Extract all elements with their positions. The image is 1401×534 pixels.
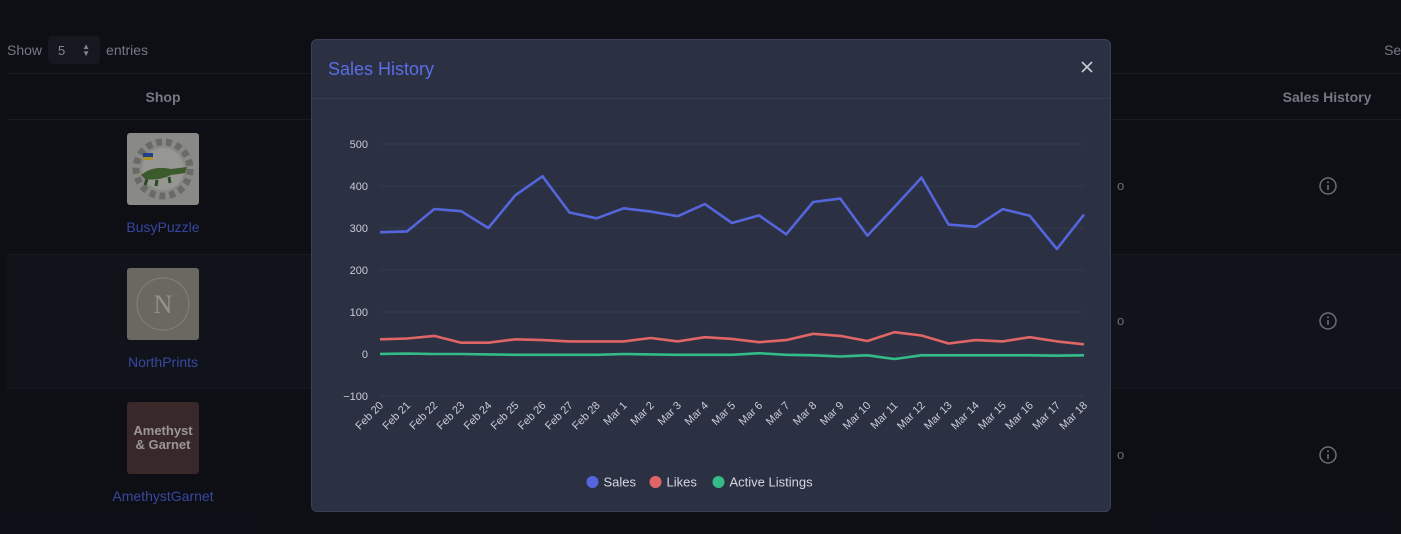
y-tick-label: 300 xyxy=(350,223,368,235)
x-tick-label: Mar 2 xyxy=(629,400,657,428)
table-length-controls: Show 5 ▲▼ entries Sea xyxy=(7,36,1401,64)
x-tick-label: Feb 27 xyxy=(543,400,576,433)
select-arrows-icon: ▲ ▼ xyxy=(82,42,91,58)
shop-cell: N NorthPrints xyxy=(7,268,319,370)
legend-marker xyxy=(649,476,662,488)
x-tick-label: Feb 24 xyxy=(462,400,495,433)
x-tick-label: Mar 3 xyxy=(656,400,684,428)
sales-history-chart: 500 400 300 200 100 0 −100 Feb 20 Feb 21 Feb 22 Fe… xyxy=(312,100,1112,512)
x-tick-label: Mar 18 xyxy=(1057,400,1090,433)
x-tick-label: Feb 25 xyxy=(489,400,522,433)
shop-link[interactable]: BusyPuzzle xyxy=(126,219,200,235)
x-tick-label: Mar 8 xyxy=(791,400,819,428)
entries-value: 5 xyxy=(58,42,66,58)
x-tick-label: Mar 6 xyxy=(737,400,765,428)
y-tick-label: 400 xyxy=(350,181,368,193)
shop-link[interactable]: AmethystGarnet xyxy=(112,488,214,504)
legend-label: Active Listings xyxy=(730,475,814,490)
partial-cell-text: o xyxy=(1117,178,1125,193)
crocodile-gear-logo-icon xyxy=(132,138,194,200)
x-tick-label: Feb 28 xyxy=(570,400,603,433)
y-tick-label: 200 xyxy=(350,265,368,277)
shop-link[interactable]: NorthPrints xyxy=(127,354,199,370)
table-row: BusyPuzzle o xyxy=(7,120,1401,254)
y-tick-label: 500 xyxy=(350,139,368,151)
legend-marker xyxy=(586,476,599,488)
modal-header: Sales History xyxy=(312,40,1110,99)
shop-image-amethystgarnet[interactable]: Amethyst & Garnet xyxy=(127,402,199,474)
x-tick-label: Mar 4 xyxy=(683,400,711,428)
n-monogram-logo-icon: N xyxy=(136,277,190,331)
shop-cell: Amethyst & Garnet AmethystGarnet xyxy=(7,402,319,504)
x-tick-label: Feb 26 xyxy=(516,400,549,433)
sales-history-modal: Sales History 500 400 300 200 100 0 −100 Feb 20… xyxy=(311,39,1111,512)
info-icon[interactable] xyxy=(1319,177,1337,195)
y-tick-label: 0 xyxy=(362,349,368,361)
modal-title: Sales History xyxy=(328,59,435,79)
close-icon[interactable] xyxy=(1080,60,1094,74)
x-tick-label: Mar 1 xyxy=(601,400,629,428)
header-shop[interactable]: Shop xyxy=(145,89,181,105)
x-tick-label: Mar 5 xyxy=(710,400,738,428)
search-label: Sea xyxy=(1384,42,1401,58)
x-tick-label: Feb 21 xyxy=(380,400,413,433)
partial-cell-text: o xyxy=(1117,447,1125,462)
x-tick-label: Mar 10 xyxy=(841,400,874,433)
shop-cell: BusyPuzzle xyxy=(7,133,319,235)
amethyst-garnet-logo: Amethyst & Garnet xyxy=(133,423,193,452)
x-tick-label: Feb 20 xyxy=(353,400,386,433)
shop-image-northprints[interactable]: N xyxy=(127,268,199,340)
entries-label: entries xyxy=(106,42,149,58)
series-line-likes xyxy=(379,330,1085,346)
x-tick-label: Mar 16 xyxy=(1003,400,1036,433)
info-icon[interactable] xyxy=(1319,446,1337,464)
x-tick-label: Mar 17 xyxy=(1030,400,1063,433)
logo-letter: N xyxy=(154,290,173,319)
partial-cell-text: o xyxy=(1117,313,1125,328)
series-line-active-listings xyxy=(379,351,1085,361)
legend-label: Sales xyxy=(604,475,637,490)
x-tick-label: Mar 7 xyxy=(764,400,792,428)
entries-select[interactable]: 5 ▲ ▼ xyxy=(48,36,101,64)
legend-label: Likes xyxy=(667,475,698,490)
x-tick-label: Mar 12 xyxy=(895,400,928,433)
x-tick-label: Feb 23 xyxy=(435,400,468,433)
x-tick-label: Mar 14 xyxy=(949,400,982,433)
info-icon[interactable] xyxy=(1319,312,1337,330)
legend-marker xyxy=(712,476,725,488)
x-tick-label: Mar 11 xyxy=(868,400,900,432)
header-sales-history[interactable]: Sales History xyxy=(1282,89,1372,105)
x-tick-label: Feb 22 xyxy=(408,400,441,433)
show-label: Show xyxy=(7,42,43,58)
shop-image-busypuzzle[interactable] xyxy=(127,133,199,205)
x-tick-label: Mar 15 xyxy=(976,400,1009,433)
x-tick-label: Mar 13 xyxy=(922,400,955,433)
series-line-sales xyxy=(379,175,1086,251)
y-tick-label: −100 xyxy=(343,391,368,403)
y-tick-label: 100 xyxy=(350,307,368,319)
